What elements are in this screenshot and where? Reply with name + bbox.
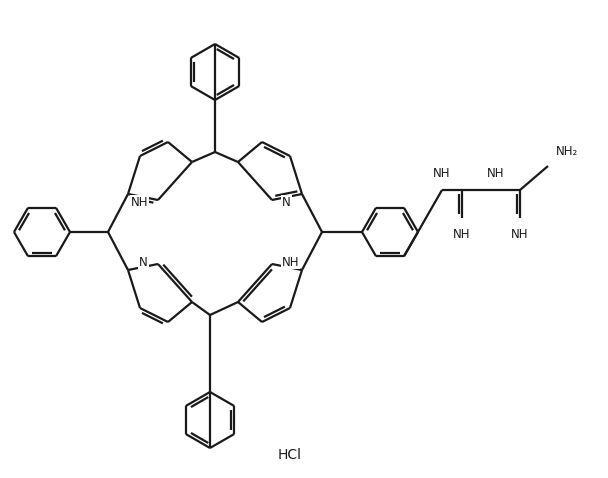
Text: NH: NH bbox=[511, 228, 529, 241]
Text: NH₂: NH₂ bbox=[556, 145, 578, 158]
Text: NH: NH bbox=[453, 228, 471, 241]
Text: HCl: HCl bbox=[278, 448, 302, 462]
Text: NH: NH bbox=[131, 196, 148, 208]
Text: N: N bbox=[282, 196, 291, 208]
Text: NH: NH bbox=[434, 167, 451, 180]
Text: NH: NH bbox=[487, 167, 505, 180]
Text: N: N bbox=[139, 256, 148, 269]
Text: NH: NH bbox=[282, 256, 300, 269]
